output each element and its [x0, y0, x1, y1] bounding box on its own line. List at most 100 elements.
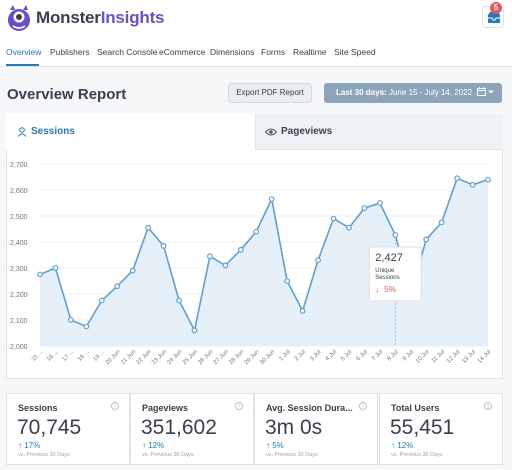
tab-site-speed[interactable]: Site Speed [334, 47, 376, 57]
stat-value: 3m 0s [265, 416, 323, 439]
export-pdf-button[interactable]: Export PDF Report [228, 83, 312, 103]
x-tick-label: 18 ... [77, 349, 91, 363]
tab-pageviews[interactable]: Pageviews [255, 114, 503, 150]
x-tick-label: 11 Jul [431, 349, 446, 364]
data-point [222, 262, 229, 269]
stat-card-avg-session-duration: Avg. Session Dura... i 3m 0s ↑ 5% vs. Pr… [254, 393, 378, 465]
data-point [207, 253, 213, 260]
nav-tabs: Overview Publishers Search Console eComm… [0, 40, 512, 67]
data-point [423, 236, 430, 243]
data-point [485, 176, 491, 183]
y-tick-label: 2,200 [10, 292, 28, 299]
data-point [83, 323, 90, 330]
x-tick-label: 27 Jun [213, 349, 230, 366]
x-tick-label: 14 Jul [477, 349, 493, 365]
stat-value: 55,451 [390, 416, 455, 439]
x-tick-label: 19 ... [93, 349, 107, 363]
x-tick-label: 23 Jun [151, 349, 168, 366]
monster-logo-icon [8, 5, 30, 31]
tab-forms[interactable]: Forms [261, 47, 286, 57]
arrow-up-icon: ↑ [142, 441, 149, 450]
eye-icon [265, 128, 277, 136]
data-point [237, 246, 244, 253]
data-point [37, 271, 43, 278]
data-point [191, 327, 198, 334]
x-tick-label: 21 Jun [120, 349, 137, 366]
stats-row: Sessions i 70,745 ↑ 17% vs. Previous 30 … [6, 393, 503, 465]
inbox-icon [488, 12, 500, 23]
y-tick-label: 2,000 [10, 344, 28, 351]
tab-dimensions[interactable]: Dimensions [210, 47, 255, 57]
date-range-button[interactable]: Last 30 days: June 15 - July 14, 2022 [324, 83, 502, 103]
stat-change: ↑ 12% [142, 441, 165, 450]
active-tab-indicator [6, 64, 39, 66]
tab-search-console[interactable]: Search Console [97, 47, 158, 57]
data-point [176, 297, 182, 304]
stat-label: Avg. Session Dura... [266, 403, 353, 413]
stat-label: Sessions [18, 403, 58, 413]
info-icon[interactable]: i [111, 402, 119, 410]
stat-comparison: vs. Previous 30 Days [142, 452, 194, 458]
data-point [284, 278, 291, 284]
stat-change: ↑ 5% [266, 441, 284, 450]
tooltip-box [368, 246, 422, 302]
tooltip-value: 2,427 [375, 252, 403, 264]
x-tick-label: 6 Jul [356, 349, 369, 362]
y-tick-label: 2,400 [10, 240, 28, 247]
info-icon[interactable]: i [484, 402, 492, 410]
data-point [145, 224, 152, 231]
data-point [346, 224, 352, 231]
top-header: MonsterInsights 5 [0, 0, 512, 40]
stat-value: 351,602 [141, 416, 217, 439]
x-tick-label: 16 ... [46, 349, 60, 363]
user-icon [17, 127, 27, 137]
data-point [52, 265, 59, 271]
calendar-icon [476, 87, 486, 96]
y-tick-label: 2,500 [10, 214, 28, 221]
data-point [98, 297, 105, 304]
data-point [129, 267, 136, 274]
x-tick-label: 15 ... [31, 349, 45, 363]
date-range-text: June 15 - July 14, 2022 [388, 88, 473, 97]
info-icon[interactable]: i [235, 402, 243, 410]
x-tick-label: 17 ... [62, 349, 76, 363]
x-tick-label: 12 Jul [446, 349, 462, 365]
tab-realtime[interactable]: Realtime [293, 47, 327, 57]
y-tick-label: 2,100 [10, 318, 28, 325]
stat-change: ↑ 12% [391, 441, 414, 450]
notification-badge: 5 [490, 2, 502, 14]
x-tick-label: 1 Jul [278, 349, 291, 362]
tab-ecommerce[interactable]: eCommerce [159, 47, 206, 57]
x-tick-label: 29 Jun [244, 349, 261, 366]
sessions-chart: 2,700 2,600 2,500 2,400 2,300 2,200 2,100 2,000… [10, 162, 493, 366]
logo-text: MonsterInsights [36, 8, 165, 27]
data-point [114, 283, 121, 290]
stat-card-total-users: Total Users i 55,451 ↑ 12% vs. Previous … [379, 393, 503, 465]
x-tick-label: 4 Jul [325, 349, 338, 362]
x-tick-label: 3 Jul [309, 349, 322, 362]
tooltip-label: Sessions [375, 275, 399, 281]
tab-overview[interactable]: Overview [6, 47, 42, 57]
x-tick-label: 9 Jul [402, 349, 415, 362]
x-tick-label: 25 Jun [182, 349, 199, 366]
data-point [361, 205, 368, 212]
data-point [392, 232, 399, 238]
tab-publishers[interactable]: Publishers [50, 47, 90, 57]
x-tick-label: 26 Jun [197, 349, 214, 366]
x-tick-label: 8 Jul [387, 349, 400, 362]
tab-sessions[interactable]: Sessions [6, 114, 255, 150]
x-tick-label: 5 Jul [340, 349, 353, 362]
stat-comparison: vs. Previous 30 Days [18, 452, 70, 458]
data-point [268, 196, 275, 202]
chevron-down-icon [488, 90, 494, 94]
data-point [376, 200, 383, 206]
x-tick-label: 28 Jun [228, 349, 245, 366]
x-tick-label: 13 Jul [461, 349, 477, 365]
tooltip-label: Unique [375, 268, 395, 274]
x-tick-label: 10 Jul [415, 349, 431, 365]
stat-comparison: vs. Previous 30 Days [266, 452, 318, 458]
data-point [67, 317, 74, 323]
sessions-area [40, 178, 488, 346]
x-tick-label: 2 Jul [294, 349, 307, 362]
info-icon[interactable]: i [359, 402, 367, 410]
